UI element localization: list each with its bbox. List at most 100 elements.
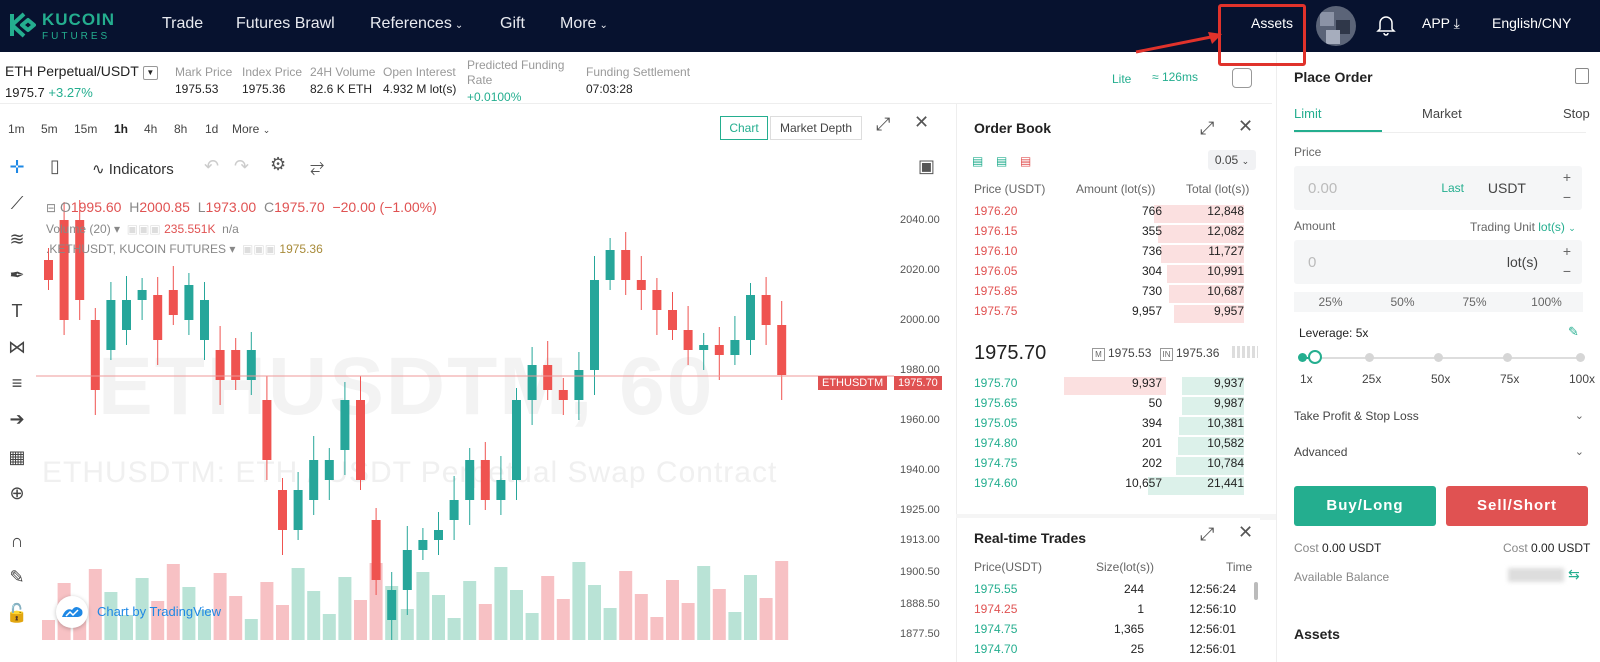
timeframe-15m[interactable]: 15m [74,122,98,136]
decimal-selector[interactable]: 0.05 ⌄ [1208,150,1256,170]
bid-row[interactable]: 1975.65 50 9,987 [956,396,1260,416]
settings-icon[interactable] [1232,68,1252,88]
app-download-link[interactable]: APP ⤓ [1422,15,1460,31]
ask-row[interactable]: 1976.10 736 11,727 [956,244,1260,264]
trading-unit-selector[interactable]: Trading Unit lot(s) ⌄ [1470,220,1576,234]
lock-icon[interactable]: 🔓 [5,603,29,623]
tab-market[interactable]: Market [1422,106,1462,121]
timeframe-1d[interactable]: 1d [205,122,219,136]
pct-25-button[interactable]: 25% [1294,292,1367,312]
candlestick-type-icon[interactable]: ▯ [50,156,60,176]
nav-futures-brawl[interactable]: Futures Brawl [236,15,335,32]
expand-icon[interactable]: ⤢ [876,114,891,134]
crosshair-icon[interactable]: ✛ [9,157,25,177]
bid-depth-bar [1148,477,1244,495]
close-icon[interactable]: ✕ [1238,522,1254,542]
calculator-icon[interactable] [1575,68,1589,84]
amount-increment-button[interactable]: + [1562,243,1572,259]
ask-row[interactable]: 1976.15 355 12,082 [956,224,1260,244]
nav-trade[interactable]: Trade [162,15,204,32]
leverage-mark-100[interactable] [1576,353,1585,362]
leverage-slider-handle[interactable] [1308,350,1322,364]
tab-market-depth[interactable]: Market Depth [770,116,862,140]
lite-mode-toggle[interactable]: Lite [1112,72,1132,86]
fib-icon[interactable]: ≋ [9,229,25,249]
avatar[interactable] [1316,6,1356,46]
ask-row[interactable]: 1976.20 766 12,848 [956,204,1260,224]
trades-scrollbar[interactable] [1254,582,1258,600]
chevron-down-icon: ⌄ [599,20,608,31]
bell-icon[interactable] [1376,14,1396,36]
assets-link[interactable]: Assets [1251,15,1294,31]
lock-drawing-icon[interactable]: ✎ [9,567,25,587]
bid-row[interactable]: 1975.05 394 10,381 [956,416,1260,436]
language-currency-selector[interactable]: English/CNY [1492,15,1572,31]
magnet-icon[interactable]: ∩ [10,531,24,551]
timeframe-1m[interactable]: 1m [8,122,25,136]
pct-50-button[interactable]: 50% [1366,292,1439,312]
view-both-icon[interactable]: ▤ [972,154,984,168]
undo-icon[interactable]: ↶ [204,156,220,176]
expand-icon[interactable]: ⤢ [1200,118,1215,138]
nav-more[interactable]: More ⌄ [560,15,608,32]
prediction-icon[interactable]: ≡ [11,373,23,393]
ask-row[interactable]: 1975.85 730 10,687 [956,284,1260,304]
price-input[interactable]: 0.00 Last USDT + − [1294,166,1582,210]
tpsl-toggle[interactable]: Take Profit & Stop Loss ⌄ [1294,409,1584,423]
trendline-icon[interactable]: ⟋ [10,193,24,213]
timeframe-5m[interactable]: 5m [41,122,58,136]
amount-decrement-button[interactable]: − [1562,263,1572,279]
annotation-highlight-box [1218,4,1306,66]
close-icon[interactable]: ✕ [914,112,930,132]
ohlc-collapse-icon[interactable]: ⊟ [46,201,57,215]
kucoin-futures-logo[interactable]: KUCOIN FUTURES [8,6,120,46]
zoom-in-icon[interactable]: ⊕ [9,483,25,503]
candlestick-chart[interactable] [36,200,894,650]
bid-row[interactable]: 1974.75 202 10,784 [956,456,1260,476]
leverage-slider-track[interactable] [1302,357,1584,359]
timeframe-1h[interactable]: 1h [114,122,129,136]
amount-input[interactable]: 0 lot(s) + − [1294,240,1582,284]
leverage-mark-75[interactable] [1503,353,1512,362]
text-tool-icon[interactable]: T [11,301,23,321]
edit-leverage-icon[interactable]: ✎ [1568,324,1579,339]
redo-icon[interactable]: ↷ [234,156,250,176]
indicators-button[interactable]: ∿ Indicators [92,161,174,178]
price-decrement-button[interactable]: − [1562,189,1572,205]
tab-stop[interactable]: Stop [1563,106,1590,121]
price-increment-button[interactable]: + [1562,169,1572,185]
ruler-icon[interactable]: ▦ [8,447,26,467]
back-arrow-icon[interactable]: ➔ [9,409,25,429]
leverage-mark-50[interactable] [1434,353,1443,362]
pct-75-button[interactable]: 75% [1438,292,1511,312]
tradingview-credit[interactable]: Chart by TradingView [97,604,222,619]
sell-short-button[interactable]: Sell/Short [1446,486,1588,526]
timeframe-8h[interactable]: 8h [174,122,188,136]
ask-row[interactable]: 1975.75 9,957 9,957 [956,304,1260,324]
fullscreen-icon[interactable]: ⥂ [310,156,325,176]
bid-row[interactable]: 1974.60 10,657 21,441 [956,476,1260,496]
nav-gift[interactable]: Gift [500,15,525,32]
nav-references[interactable]: References ⌄ [370,15,464,32]
expand-icon[interactable]: ⤢ [1200,524,1215,544]
tab-chart[interactable]: Chart [720,116,768,140]
advanced-toggle[interactable]: Advanced ⌄ [1294,445,1584,459]
close-icon[interactable]: ✕ [1238,116,1254,136]
camera-icon[interactable]: ▣ [918,156,936,176]
brush-icon[interactable]: ✒ [9,265,25,285]
gear-icon[interactable]: ⚙ [270,154,287,174]
tab-limit[interactable]: Limit [1294,106,1322,121]
timeframe-more[interactable]: More ⌄ [232,122,271,136]
view-asks-icon[interactable]: ▤ [1020,154,1032,168]
pattern-icon[interactable]: ⋈ [8,337,26,357]
symbol-selector[interactable]: ETH Perpetual/USDT ▼ [5,63,158,80]
buy-long-button[interactable]: Buy/Long [1294,486,1436,526]
ask-row[interactable]: 1976.05 304 10,991 [956,264,1260,284]
timeframe-4h[interactable]: 4h [144,122,158,136]
pct-100-button[interactable]: 100% [1510,292,1583,312]
transfer-icon[interactable]: ⇆ [1568,566,1580,582]
bid-row[interactable]: 1975.70 9,937 9,937 [956,376,1260,396]
view-bids-icon[interactable]: ▤ [996,154,1008,168]
bid-row[interactable]: 1974.80 201 10,582 [956,436,1260,456]
leverage-mark-25[interactable] [1365,353,1374,362]
